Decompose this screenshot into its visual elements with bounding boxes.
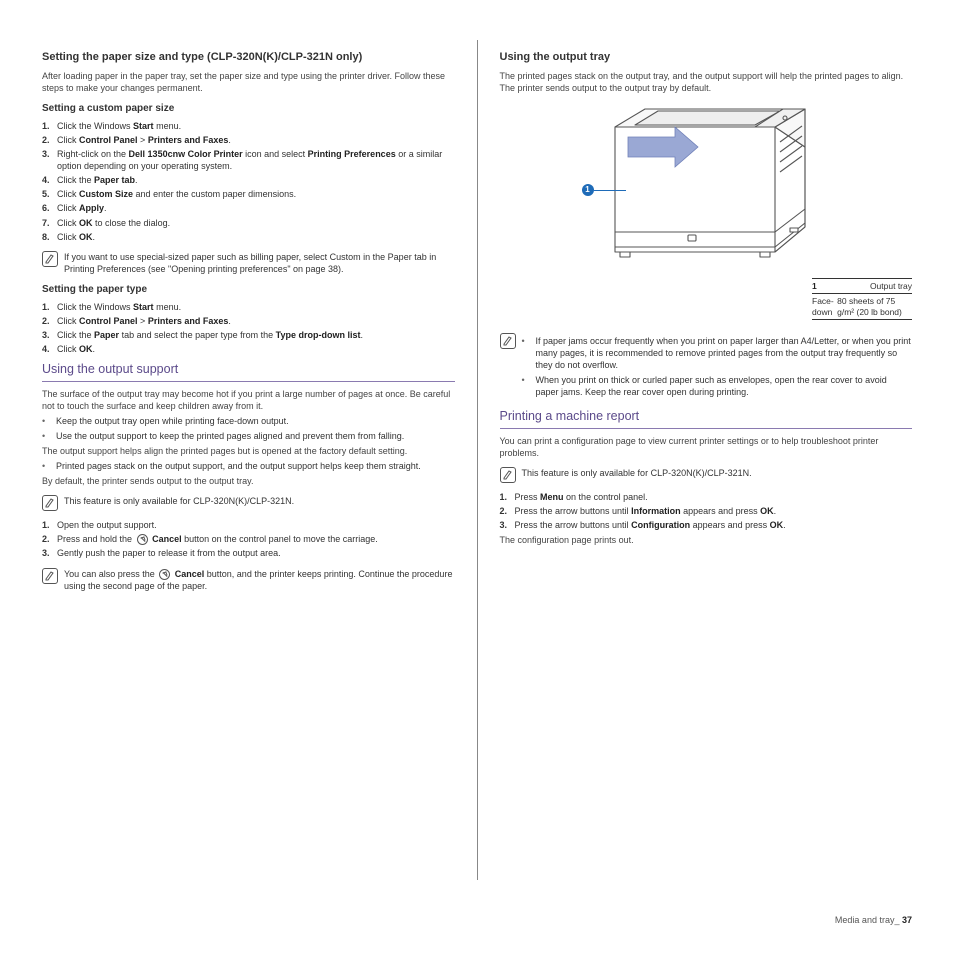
step-num: 2. [42, 533, 53, 545]
callout-line [594, 190, 626, 191]
step-num: 3. [42, 547, 53, 559]
step-num: 2. [500, 505, 511, 517]
page-footer: Media and tray_ 37 [835, 914, 912, 926]
step-num: 3. [42, 148, 53, 172]
step-num: 7. [42, 217, 53, 229]
step-num: 2. [42, 315, 53, 327]
step-num: 5. [42, 188, 53, 200]
step-text: Click Control Panel > Printers and Faxes… [57, 315, 455, 327]
step-text: Click Custom Size and enter the custom p… [57, 188, 455, 200]
step-num: 1. [500, 491, 511, 503]
heading-setting-paper: Setting the paper size and type (CLP-320… [42, 50, 455, 65]
step-text: Click the Windows Start menu. [57, 120, 455, 132]
note-icon [500, 467, 516, 483]
step-text: Click OK. [57, 343, 455, 355]
step-text: Gently push the paper to release it from… [57, 547, 455, 559]
note-text: •If paper jams occur frequently when you… [522, 333, 913, 400]
step-num: 1. [42, 120, 53, 132]
section-printing-report: Printing a machine report [500, 408, 913, 429]
step-text: Press and hold the Cancel button on the … [57, 533, 455, 545]
step-num: 1. [42, 301, 53, 313]
note-icon [500, 333, 516, 349]
step-num: 6. [42, 202, 53, 214]
step-text: Click the Paper tab and select the paper… [57, 329, 455, 341]
note-text: This feature is only available for CLP-3… [522, 467, 752, 479]
step-text: Press the arrow buttons until Informatio… [515, 505, 913, 517]
text: After loading paper in the paper tray, s… [42, 70, 455, 94]
note-icon [42, 568, 58, 584]
heading-output-tray: Using the output tray [500, 50, 913, 65]
cancel-icon [159, 569, 170, 580]
step-text: Right-click on the Dell 1350cnw Color Pr… [57, 148, 455, 172]
step-num: 1. [42, 519, 53, 531]
step-num: 3. [500, 519, 511, 531]
bullet: Printed pages stack on the output suppor… [56, 460, 455, 472]
step-num: 4. [42, 174, 53, 186]
cancel-icon [137, 534, 148, 545]
text: The configuration page prints out. [500, 534, 913, 546]
step-text: Click OK to close the dialog. [57, 217, 455, 229]
step-text: Press Menu on the control panel. [515, 491, 913, 503]
heading-setting-custom: Setting a custom paper size [42, 102, 455, 116]
section-output-support: Using the output support [42, 361, 455, 382]
step-text: Click Control Panel > Printers and Faxes… [57, 134, 455, 146]
note-text: This feature is only available for CLP-3… [64, 495, 294, 507]
note-icon [42, 495, 58, 511]
text: The printed pages stack on the output tr… [500, 70, 913, 94]
bullet: Use the output support to keep the print… [56, 430, 455, 442]
step-text: Click OK. [57, 231, 455, 243]
note-text: You can also press the Cancel button, an… [64, 568, 455, 592]
step-num: 4. [42, 343, 53, 355]
text: You can print a configuration page to vi… [500, 435, 913, 459]
step-num: 2. [42, 134, 53, 146]
step-text: Press the arrow buttons until Configurat… [515, 519, 913, 531]
text: By default, the printer sends output to … [42, 475, 455, 487]
bullet: Keep the output tray open while printing… [56, 415, 455, 427]
step-num: 8. [42, 231, 53, 243]
note-icon [42, 251, 58, 267]
text: The output support helps align the print… [42, 445, 455, 457]
step-text: Click the Paper tab. [57, 174, 455, 186]
callout-1: 1 [582, 184, 594, 196]
step-text: Open the output support. [57, 519, 455, 531]
step-num: 3. [42, 329, 53, 341]
text: The surface of the output tray may becom… [42, 388, 455, 412]
capacity-table: 1Output tray Face-down80 sheets of 75 g/… [812, 277, 912, 321]
step-text: Click the Windows Start menu. [57, 301, 455, 313]
note-text: If you want to use special-sized paper s… [64, 251, 455, 275]
printer-illustration [580, 97, 860, 297]
step-text: Click Apply. [57, 202, 455, 214]
heading-setting-type: Setting the paper type [42, 283, 455, 297]
